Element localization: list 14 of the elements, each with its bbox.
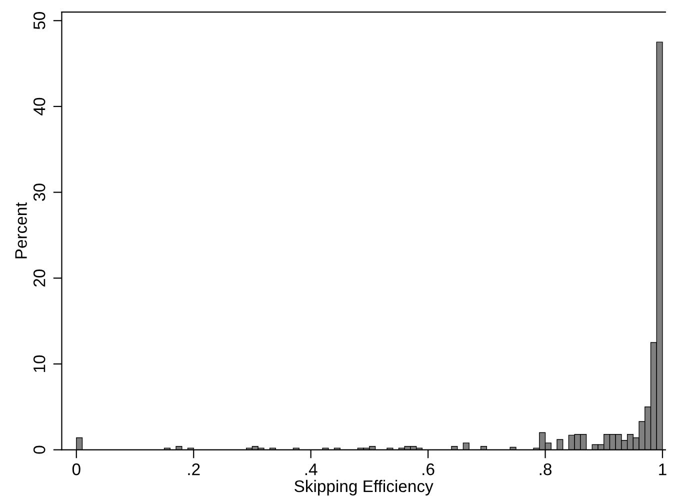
y-tick-label: 30 xyxy=(33,184,46,201)
y-tick-label: 40 xyxy=(33,98,46,116)
x-tick-label: 1 xyxy=(659,464,666,476)
x-tick-label: .6 xyxy=(422,463,434,476)
x-axis-title: Skipping Efficiency xyxy=(294,480,434,496)
x-tick-label: .4 xyxy=(305,464,318,476)
y-tick-label: 0 xyxy=(33,446,46,454)
x-tick-label: .2 xyxy=(188,463,200,476)
x-tick-label: 0 xyxy=(72,463,80,476)
y-tick-label: 20 xyxy=(33,270,46,287)
x-tick-label: .8 xyxy=(540,463,552,476)
y-tick-label: 50 xyxy=(33,12,46,30)
y-axis-title: Percent xyxy=(15,202,27,258)
y-tick-label: 10 xyxy=(33,355,46,372)
